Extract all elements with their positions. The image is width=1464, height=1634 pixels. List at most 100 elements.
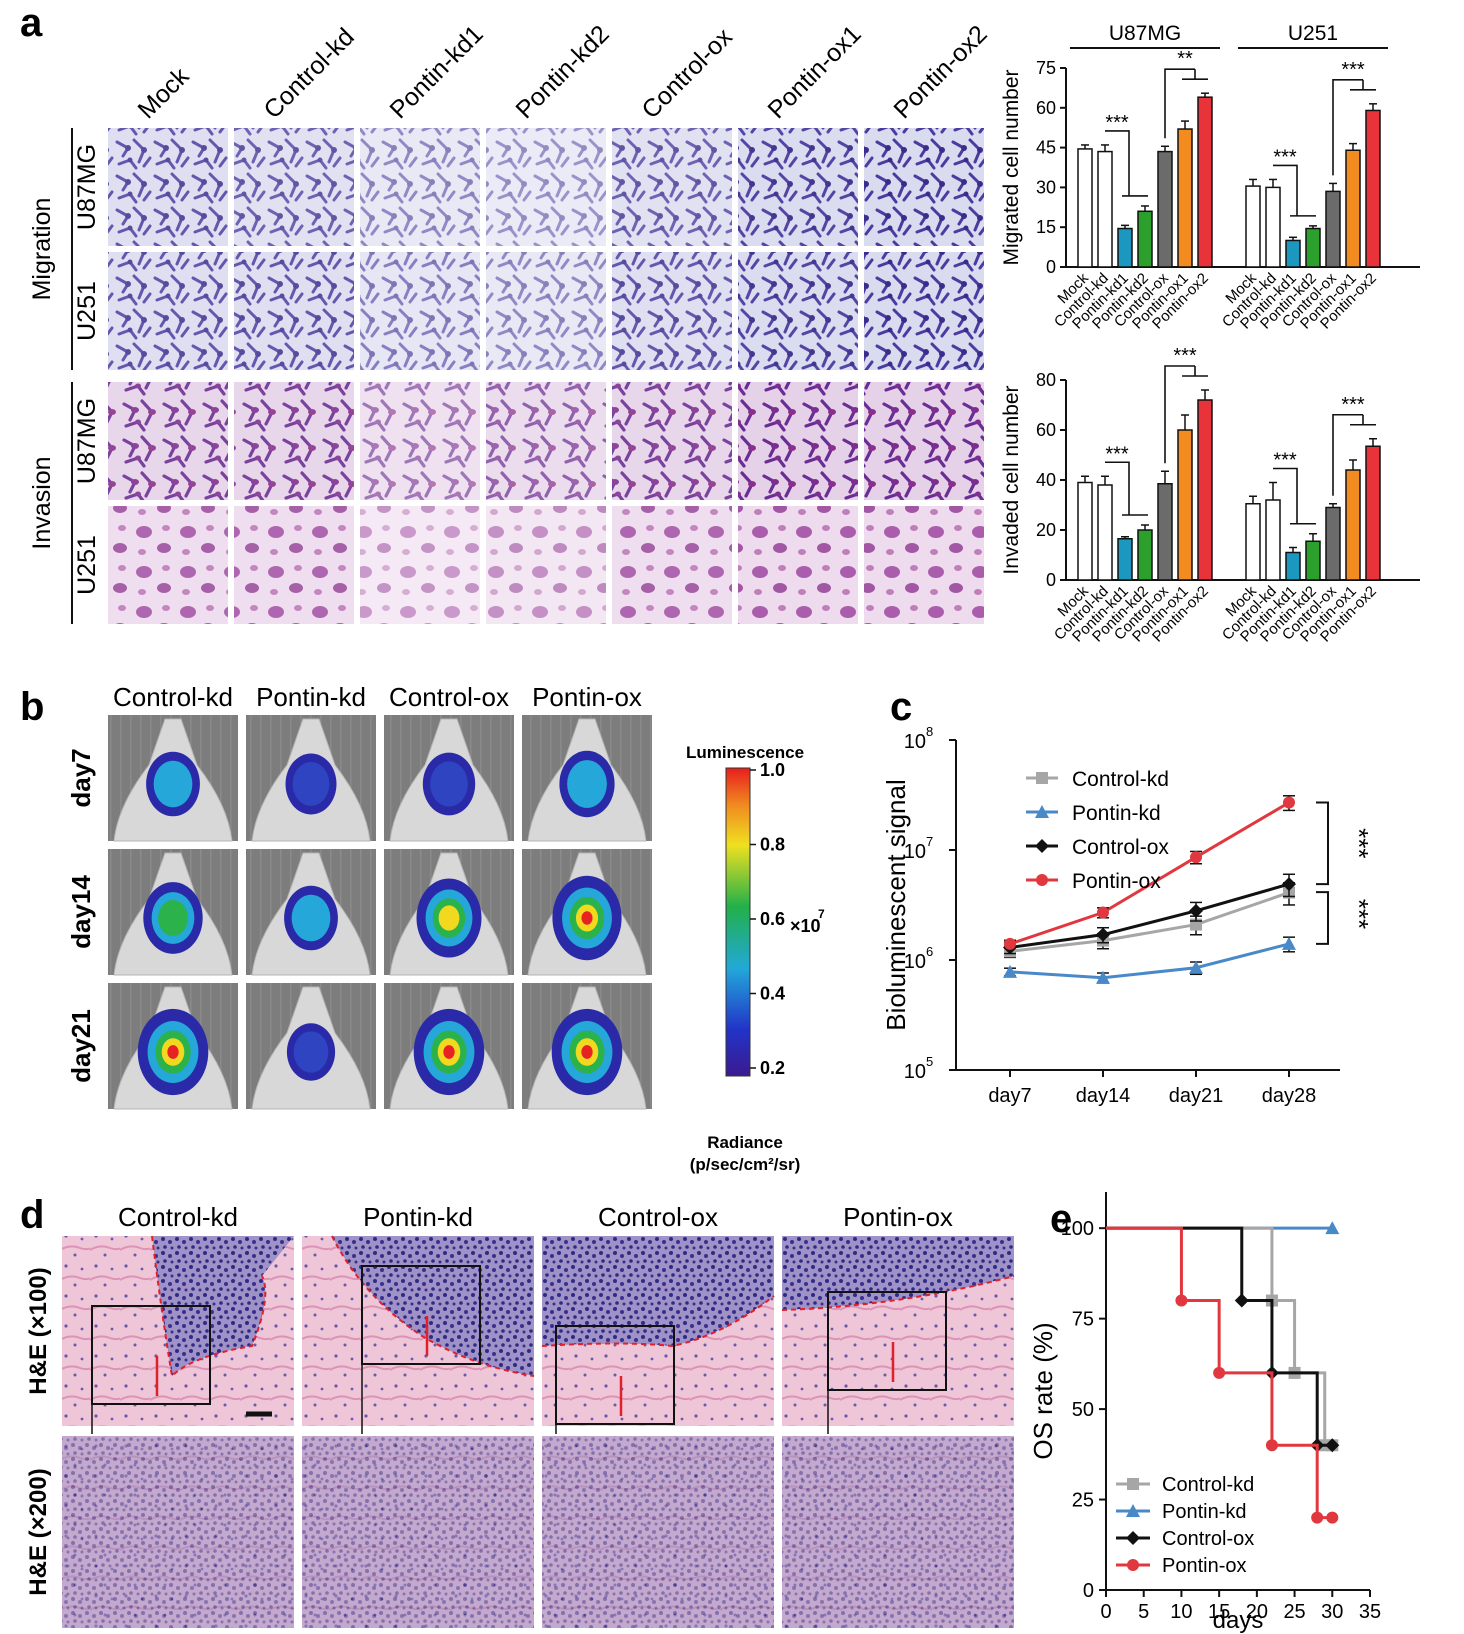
- micrograph-tile: [612, 506, 732, 624]
- panel-label-b: b: [20, 685, 44, 729]
- signal-spot: [167, 1045, 179, 1059]
- group-label: Invasion: [28, 456, 56, 549]
- significance-label: ***: [1344, 828, 1374, 858]
- marker-diamond: [1035, 839, 1049, 853]
- x-tick-label: 0: [1100, 1601, 1111, 1623]
- micrograph-tile: [486, 382, 606, 500]
- bar: [1365, 109, 1381, 268]
- os-survival-chart: 0 25 50 75 100 0 5 10 15 20 25 30 35 days OS rate (%) C…: [1028, 1192, 1381, 1634]
- he-column-label: Pontin-ox: [843, 1202, 953, 1232]
- bar: [1117, 538, 1133, 581]
- marker-triangle: [1035, 805, 1049, 818]
- bar: [1137, 210, 1153, 268]
- bar: [1285, 239, 1301, 268]
- he-zoom-overlay: [542, 1436, 774, 1628]
- row-label: U87MG: [73, 144, 101, 230]
- micrograph-tile: [612, 128, 732, 246]
- panel-label-a: a: [20, 1, 43, 45]
- marker-square: [1127, 1478, 1139, 1490]
- y-axis-label: OS rate (%): [1028, 1322, 1058, 1459]
- micrograph-tile: [486, 128, 606, 246]
- row-label: U87MG: [73, 398, 101, 484]
- signal-spot: [443, 1045, 455, 1059]
- bar: [1245, 185, 1261, 268]
- micrograph-tile: [108, 252, 228, 370]
- micrograph-tile: [234, 128, 354, 246]
- bar: [1345, 469, 1361, 581]
- x-tick-label: 10: [1170, 1601, 1192, 1623]
- micrograph-tile: [108, 506, 228, 624]
- micrograph-tile-wash: [738, 252, 858, 370]
- micrograph-tile-wash: [360, 506, 480, 624]
- column-label: Control-kd: [258, 23, 359, 124]
- micrograph-tile-wash: [486, 382, 606, 500]
- day-row-label: day21: [66, 1009, 96, 1083]
- mouse-column-label: Control-kd: [113, 682, 233, 712]
- x-tick-label: 20: [1246, 1601, 1268, 1623]
- micrograph-tile: [738, 128, 858, 246]
- he-column-label: Pontin-kd: [363, 1202, 473, 1232]
- micrograph-tile: [864, 506, 984, 624]
- significance-bracket: [1316, 891, 1329, 945]
- significance-label: ***: [1173, 345, 1197, 367]
- marker-diamond: [1096, 927, 1110, 942]
- legend-label: Control-kd: [1072, 768, 1169, 791]
- row-label: U251: [73, 281, 101, 341]
- signal-spot: [581, 1045, 593, 1059]
- y-tick-label: 10: [904, 1061, 926, 1083]
- survival-step-line: [1106, 1226, 1333, 1447]
- micrograph-tile-wash: [612, 252, 732, 370]
- y-axis-label: Migrated cell number: [1000, 69, 1023, 265]
- zoom-box: [361, 1265, 481, 1365]
- bioluminescence-image-grid: Control-kd Pontin-kd Control-ox Pontin-ox da…: [66, 682, 652, 1110]
- bar: [1177, 128, 1193, 268]
- marker-diamond: [1189, 903, 1203, 918]
- colorbar-footer-1: Radiance: [707, 1133, 783, 1152]
- day-row-label: day14: [66, 875, 96, 949]
- marker-circle: [1283, 796, 1295, 809]
- transwell-column-labels: Mock Control-kd Pontin-kd1 Pontin-kd2 Contro…: [132, 20, 992, 124]
- tumor-boundary: [541, 1295, 775, 1348]
- marker-circle: [1004, 937, 1016, 950]
- y-tick-label: 10: [904, 731, 926, 753]
- bar: [1245, 503, 1261, 581]
- y-tick-label: 15: [1036, 217, 1056, 237]
- y-tick-label: 20: [1036, 520, 1056, 540]
- series-line: [1009, 942, 1290, 980]
- colorbar-gradient: [725, 767, 751, 1077]
- significance-bracket: [1273, 467, 1298, 524]
- significance-label: **: [1177, 48, 1193, 70]
- micrograph-tile-wash: [486, 506, 606, 624]
- x-tick-label: 35: [1359, 1601, 1381, 1623]
- bar: [1265, 499, 1281, 581]
- micrograph-tile-wash: [864, 506, 984, 624]
- bar: [1325, 190, 1341, 268]
- micrograph-tile-wash: [612, 506, 732, 624]
- signal-spot: [567, 760, 607, 808]
- legend-label: Pontin-ox: [1072, 870, 1161, 893]
- y-tick-label: 60: [1036, 98, 1056, 118]
- marker-triangle: [1126, 1504, 1140, 1517]
- bar: [1305, 227, 1321, 268]
- x-tick-label: 25: [1283, 1601, 1305, 1623]
- marker-square: [1036, 772, 1048, 784]
- y-tick-label: 60: [1036, 420, 1056, 440]
- micrograph-tile: [234, 252, 354, 370]
- luminescence-colorbar: Luminescence 1.0 0.8 0.6 0.4 0.2 ×107 Radianc…: [686, 743, 825, 1174]
- marker-circle: [1311, 1511, 1324, 1524]
- colorbar-tick-label: 0.8: [760, 835, 785, 855]
- series-line: [1009, 891, 1290, 953]
- micrograph-tile: [234, 506, 354, 624]
- significance-label: ***: [1105, 443, 1129, 465]
- y-tick-label: 100: [1061, 1218, 1094, 1240]
- significance-bracket: [1164, 68, 1195, 139]
- colorbar-title: Luminescence: [686, 743, 804, 762]
- y-tick-label: 30: [1036, 177, 1056, 197]
- y-tick-label: 0: [1046, 257, 1056, 277]
- bar: [1265, 186, 1281, 268]
- mouse-column-label: Pontin-ox: [532, 682, 642, 712]
- micrograph-tile: [486, 252, 606, 370]
- marker-circle: [1175, 1294, 1188, 1307]
